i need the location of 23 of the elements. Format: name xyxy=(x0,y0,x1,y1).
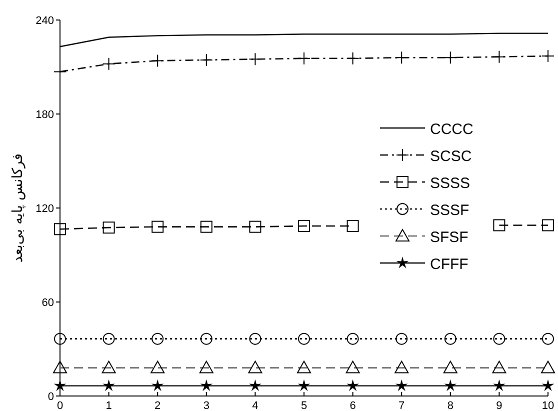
legend-label: SSSF xyxy=(430,202,470,219)
legend-label: SCSC xyxy=(430,148,472,165)
y-tick-label: 60 xyxy=(42,297,54,309)
legend-label: SFSF xyxy=(430,229,468,246)
y-tick-label: 180 xyxy=(36,109,54,121)
x-tick-label: 4 xyxy=(252,400,258,411)
x-tick-label: 2 xyxy=(154,400,161,411)
x-tick-label: 9 xyxy=(496,400,502,411)
legend-label: SSSS xyxy=(430,175,470,192)
x-tick-label: 8 xyxy=(447,400,454,411)
x-tick-label: 10 xyxy=(542,400,554,411)
legend-label: CCCC xyxy=(430,121,474,138)
x-tick-label: 6 xyxy=(350,400,356,411)
y-tick-label: 0 xyxy=(48,391,54,403)
x-tick-label: 3 xyxy=(203,400,210,411)
legend-label: CFFF xyxy=(430,256,468,273)
x-tick-label: 7 xyxy=(398,400,405,411)
y-tick-label: 240 xyxy=(36,15,54,27)
x-tick-label: 5 xyxy=(300,400,308,411)
y-tick-label: 120 xyxy=(36,203,54,215)
y-axis-title: فرکانس پایه بی‌بعد xyxy=(10,153,26,263)
x-tick-label: 1 xyxy=(106,400,112,411)
x-tick-label: 0 xyxy=(56,400,64,411)
